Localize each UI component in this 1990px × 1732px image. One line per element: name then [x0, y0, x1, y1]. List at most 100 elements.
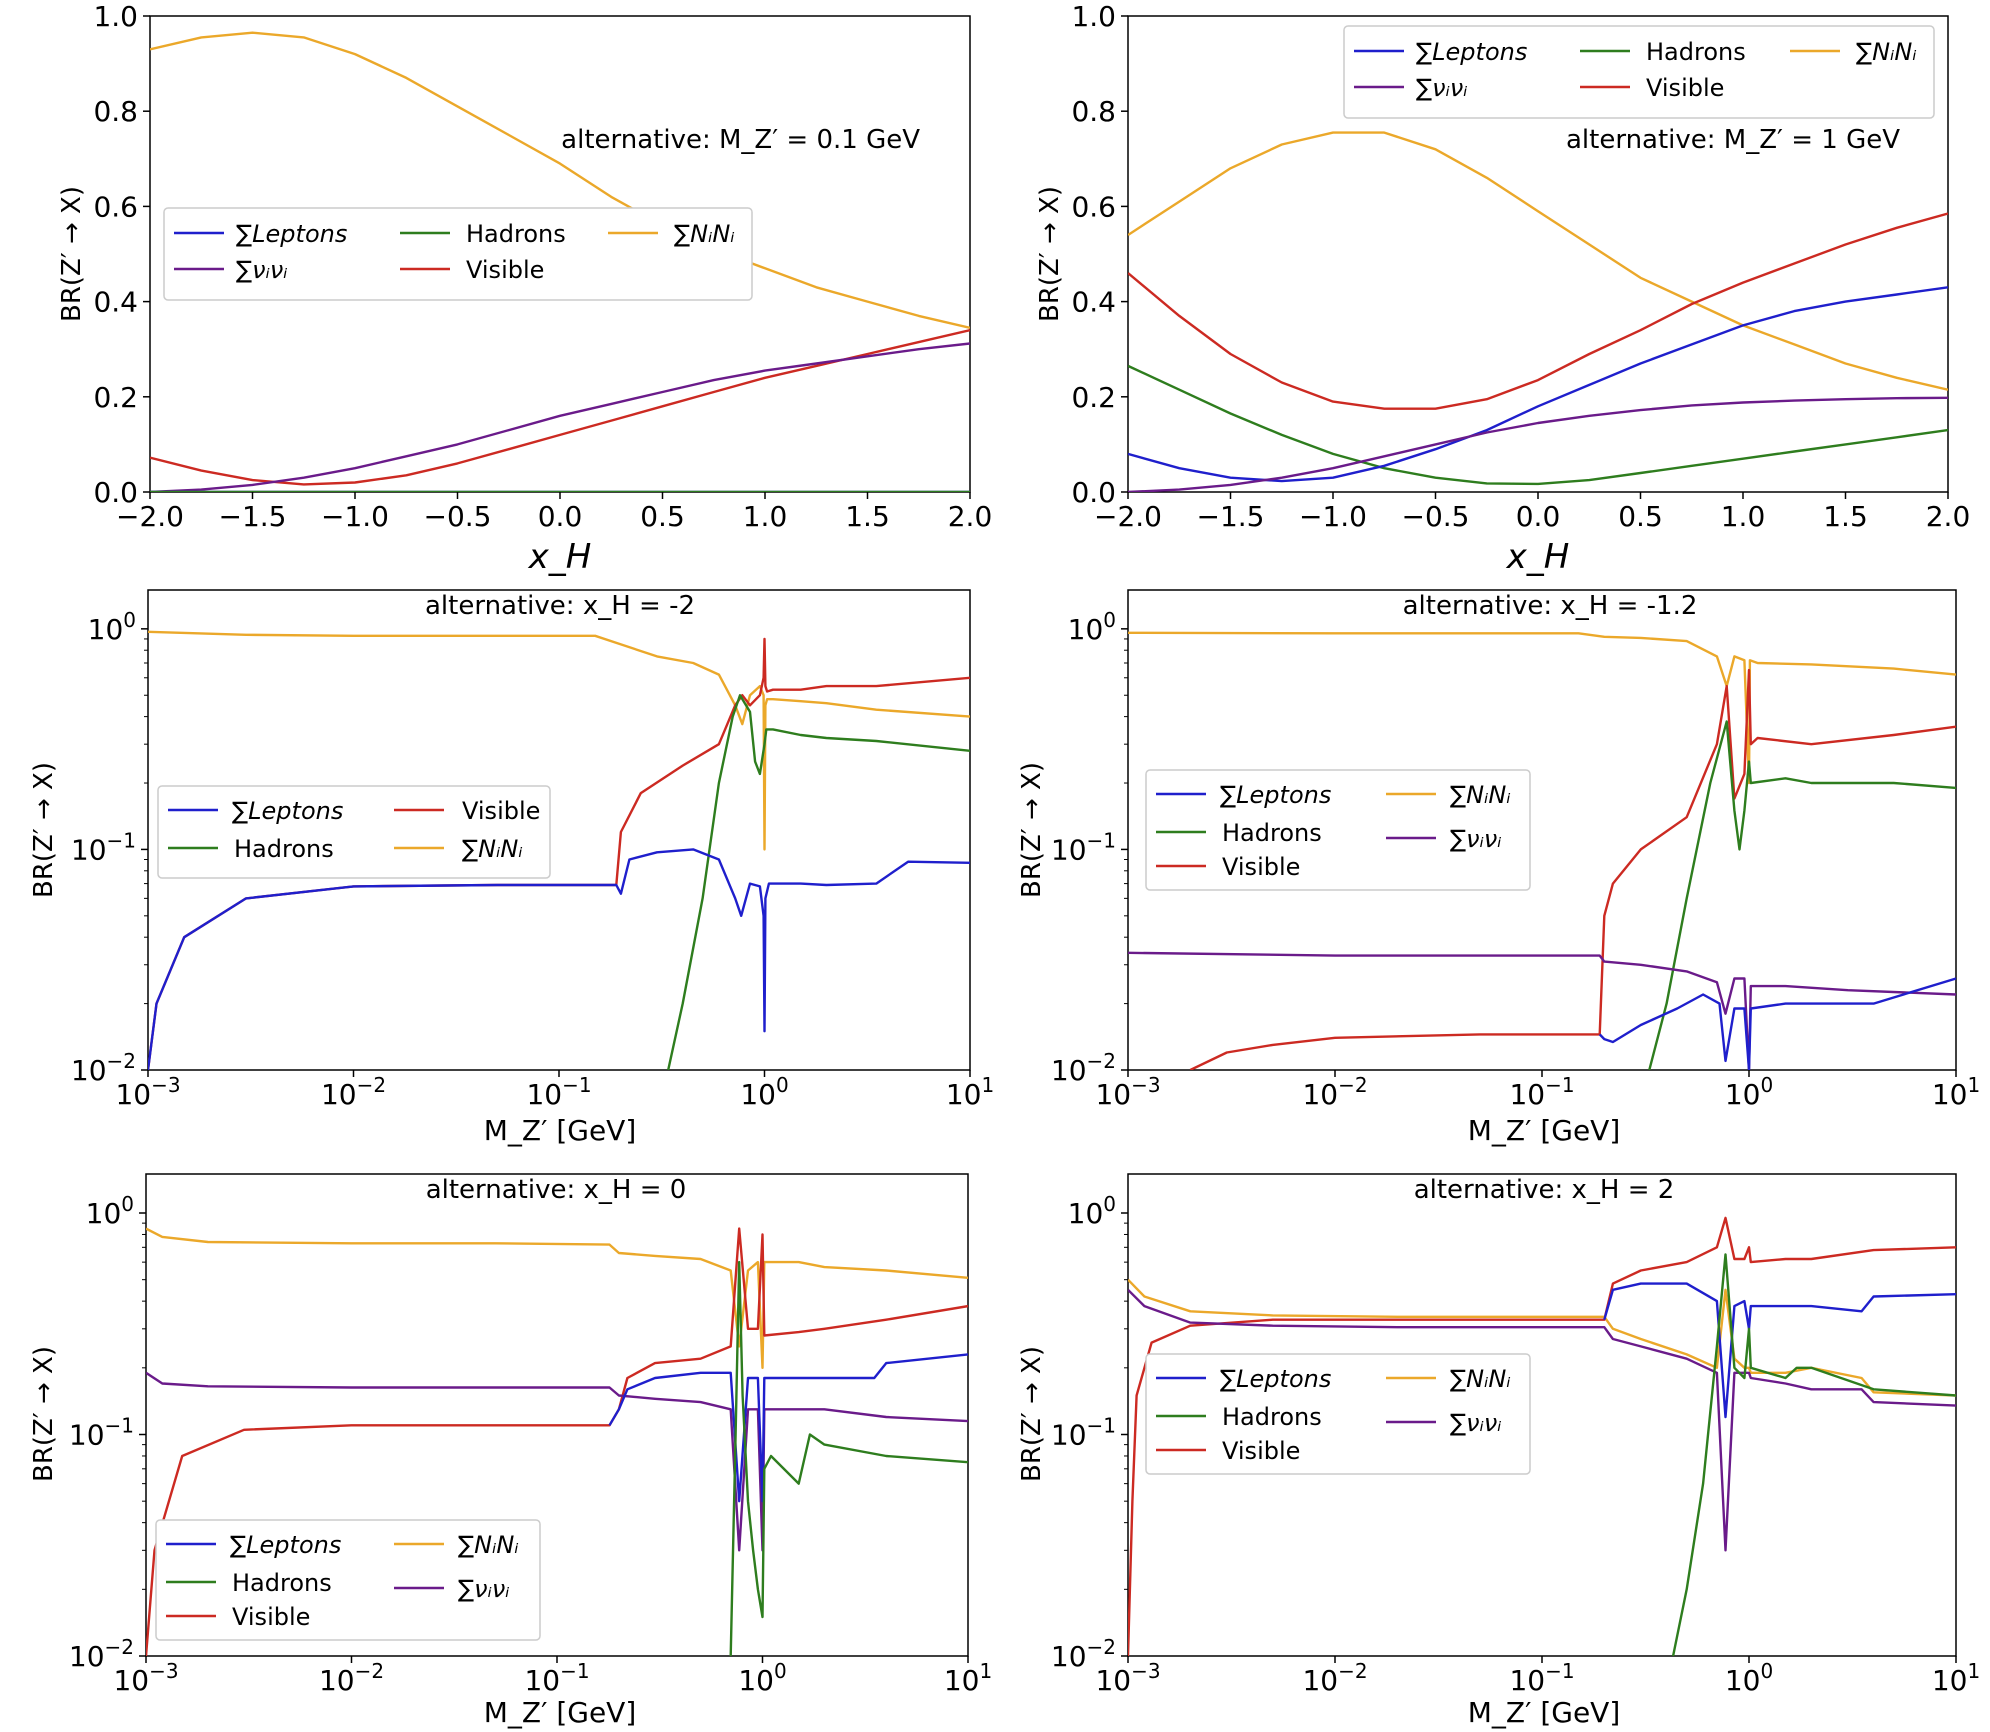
series-nn	[150, 31, 970, 329]
x-tick-label: −0.5	[424, 500, 492, 533]
y-tick-label: 10−1	[1051, 828, 1116, 866]
series-visible	[146, 1227, 968, 1656]
x-tick-label: 10−2	[1302, 1659, 1367, 1697]
legend-label-visible: Visible	[232, 1603, 310, 1631]
x-tick-label: −1.5	[219, 500, 287, 533]
y-tick-label: 10−1	[1051, 1414, 1116, 1452]
y-tick-label: 0.4	[93, 286, 138, 319]
series-lines	[1128, 131, 1948, 492]
legend-label-hadrons: Hadrons	[234, 835, 334, 863]
x-tick-label: 100	[1725, 1073, 1773, 1111]
legend-label-visible: Visible	[466, 256, 544, 284]
legend-label-leptons: ∑Leptons	[1416, 38, 1527, 66]
y-axis-label: BR(Z′ → X)	[29, 762, 59, 898]
series-nn	[1128, 131, 1948, 391]
series-leptons	[1598, 977, 1956, 1070]
x-tick-label: 10−1	[1509, 1659, 1574, 1697]
legend-box	[1145, 1353, 1531, 1475]
legend-label-nunu: ∑νᵢνᵢ	[1450, 1409, 1502, 1437]
series-nunu	[1128, 951, 1956, 1070]
legend-label-visible: Visible	[1222, 1437, 1300, 1465]
x-tick-label: 1.0	[1721, 500, 1766, 533]
legend-label-hadrons: Hadrons	[1222, 819, 1322, 847]
axis-ticks: −2.0 −1.5 −1.0 −0.5 0.0 0.5 1.0 1.5 2.0 0.0 0.2 0.4…	[1071, 0, 1970, 533]
series-lines	[148, 630, 970, 1070]
x-tick-label: −1.5	[1197, 500, 1265, 533]
legend-label-nn: ∑NᵢNᵢ	[1856, 38, 1917, 66]
x-tick-label: 101	[944, 1659, 992, 1697]
y-tick-label: 0.8	[1071, 95, 1116, 128]
plot-series	[1128, 131, 1948, 492]
legend-box	[163, 207, 753, 301]
y-tick-label: 10−1	[69, 1414, 134, 1452]
x-tick-label: 10−2	[321, 1073, 386, 1111]
x-tick-label: 10−1	[524, 1659, 589, 1697]
legend-label-hadrons: Hadrons	[232, 1569, 332, 1597]
series-visible	[150, 329, 970, 486]
x-axis-label: x_H	[528, 537, 592, 577]
legend-label-visible: Visible	[1222, 853, 1300, 881]
series-nunu	[1128, 1288, 1956, 1552]
legend: ∑Leptons Hadrons Visible ∑NᵢNᵢ	[157, 785, 551, 879]
plot-series	[1128, 631, 1956, 1070]
y-axis-label: BR(Z′ → X)	[1017, 1346, 1047, 1482]
x-tick-label: 2.0	[948, 500, 993, 533]
x-tick-label: 10−3	[1095, 1073, 1160, 1111]
y-tick-label: 100	[1068, 1192, 1116, 1230]
legend: ∑Leptons Hadrons Visible ∑NᵢNᵢ ∑νᵢνᵢ	[1145, 1353, 1531, 1475]
series-hadrons	[1128, 364, 1948, 486]
panel-title: alternative: x_H = -1.2	[1403, 591, 1698, 621]
series-nn	[1128, 631, 1956, 785]
plot-series	[150, 31, 970, 492]
legend-label-visible: Visible	[462, 797, 540, 825]
y-tick-label: 0.0	[1071, 476, 1116, 509]
legend-label-nunu: ∑νᵢνᵢ	[458, 1575, 510, 1603]
series-hadrons	[729, 1260, 968, 1656]
series-hadrons	[1671, 1253, 1956, 1656]
y-axis-label: BR(Z′ → X)	[1035, 186, 1065, 322]
series-visible	[1189, 668, 1956, 1070]
x-axis-label: M_Z′ [GeV]	[1468, 1114, 1621, 1147]
y-tick-label: 0.2	[93, 381, 138, 414]
x-tick-label: 1.0	[743, 500, 788, 533]
legend-box	[157, 785, 551, 879]
legend-label-visible: Visible	[1646, 74, 1724, 102]
x-tick-label: 100	[740, 1073, 788, 1111]
series-nunu	[1128, 396, 1948, 492]
legend-label-hadrons: Hadrons	[1646, 38, 1746, 66]
series-leptons	[148, 848, 970, 1070]
legend-box	[155, 1519, 541, 1641]
x-tick-label: 0.5	[640, 500, 685, 533]
panel-title: alternative: x_H = 0	[426, 1175, 687, 1205]
x-tick-label: 100	[738, 1659, 786, 1697]
y-tick-label: 100	[88, 608, 136, 646]
x-tick-label: 100	[1725, 1659, 1773, 1697]
x-tick-label: 10−2	[1302, 1073, 1367, 1111]
series-nn	[146, 1227, 968, 1370]
legend: ∑Leptons ∑νᵢνᵢ Hadrons Visible ∑NᵢNᵢ	[1343, 25, 1935, 119]
y-tick-label: 0.8	[93, 95, 138, 128]
series-visible	[1128, 212, 1948, 410]
legend-label-leptons: ∑Leptons	[232, 797, 343, 825]
legend-label-hadrons: Hadrons	[1222, 1403, 1322, 1431]
panel-title: alternative: M_Z′ = 1 GeV	[1566, 125, 1900, 155]
plot-series	[148, 630, 970, 1070]
series-nn	[1128, 1278, 1956, 1397]
y-tick-label: 0.4	[1071, 286, 1116, 319]
legend-label-nn: ∑NᵢNᵢ	[1450, 781, 1511, 809]
legend-label-leptons: ∑Leptons	[230, 1531, 341, 1559]
legend: ∑Leptons ∑νᵢνᵢ Hadrons Visible ∑NᵢNᵢ	[163, 207, 753, 301]
x-tick-label: 10−2	[319, 1659, 384, 1697]
y-axis-label: BR(Z′ → X)	[29, 1346, 59, 1482]
legend-label-nunu: ∑νᵢνᵢ	[236, 256, 288, 284]
legend-label-nn: ∑NᵢNᵢ	[458, 1531, 519, 1559]
x-tick-label: 0.5	[1618, 500, 1663, 533]
panel-title: alternative: x_H = -2	[425, 591, 695, 621]
plot-series	[146, 1227, 968, 1656]
panel-title: alternative: x_H = 2	[1414, 1175, 1675, 1205]
x-axis-label: x_H	[1506, 537, 1570, 577]
